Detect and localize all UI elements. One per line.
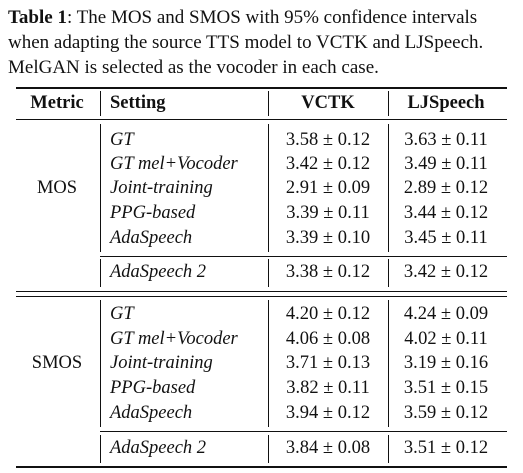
- column-rule: [268, 91, 269, 116]
- rule: [100, 431, 507, 432]
- score-cell: 3.45 ± 0.11: [404, 228, 488, 248]
- score-cell: 3.39 ± 0.11: [286, 203, 370, 223]
- score-cell: 3.94 ± 0.12: [285, 403, 371, 423]
- setting-cell: PPG-based: [110, 378, 196, 398]
- score-cell: 3.51 ± 0.12: [403, 438, 489, 458]
- score-cell: 3.84 ± 0.08: [285, 438, 371, 458]
- setting-cell: AdaSpeech: [110, 403, 193, 423]
- score-cell: 2.89 ± 0.12: [403, 178, 489, 198]
- column-rule: [268, 259, 269, 287]
- rule: [100, 256, 507, 257]
- column-rule: [100, 300, 101, 427]
- score-cell: 4.06 ± 0.08: [285, 329, 371, 349]
- score-cell: 3.71 ± 0.13: [285, 353, 371, 373]
- column-rule: [388, 300, 389, 427]
- metric-label: SMOS: [31, 353, 83, 373]
- column-rule: [100, 259, 101, 287]
- score-cell: 3.63 ± 0.11: [404, 130, 488, 150]
- header-cell: VCTK: [301, 93, 355, 113]
- setting-cell: AdaSpeech 2: [110, 438, 207, 458]
- column-rule: [388, 91, 389, 116]
- setting-cell: AdaSpeech: [110, 228, 193, 248]
- column-rule: [268, 124, 269, 252]
- column-rule: [100, 124, 101, 252]
- score-cell: 3.58 ± 0.12: [285, 130, 371, 150]
- caption-line: when adapting the source TTS model to VC…: [8, 32, 484, 53]
- metric-label: MOS: [36, 178, 78, 198]
- header-cell: LJSpeech: [407, 93, 485, 113]
- score-cell: 2.91 ± 0.09: [285, 178, 371, 198]
- column-rule: [100, 91, 101, 116]
- score-cell: 3.44 ± 0.12: [403, 203, 489, 223]
- column-rule: [388, 435, 389, 463]
- setting-cell: Joint-training: [110, 353, 213, 373]
- rule: [16, 466, 507, 468]
- score-cell: 3.82 ± 0.11: [286, 378, 370, 398]
- score-cell: 3.51 ± 0.15: [403, 378, 489, 398]
- setting-cell: AdaSpeech 2: [110, 262, 207, 282]
- column-rule: [388, 124, 389, 252]
- score-cell: 3.38 ± 0.12: [285, 262, 371, 282]
- column-rule: [100, 435, 101, 463]
- score-cell: 4.20 ± 0.12: [285, 304, 371, 324]
- caption-label: Table 1: [8, 7, 67, 28]
- caption-line: MelGAN is selected as the vocoder in eac…: [8, 57, 379, 78]
- rule: [16, 291, 507, 292]
- setting-cell: PPG-based: [110, 203, 196, 223]
- score-cell: 4.24 ± 0.09: [403, 304, 489, 324]
- caption-line: Table 1: The MOS and SMOS with 95% confi…: [8, 6, 477, 30]
- setting-cell: GT mel+Vocoder: [110, 329, 238, 349]
- rule: [16, 119, 507, 120]
- score-cell: 3.42 ± 0.12: [403, 262, 489, 282]
- column-rule: [268, 300, 269, 427]
- score-cell: 3.59 ± 0.12: [403, 403, 489, 423]
- rule: [16, 87, 507, 89]
- score-cell: 3.19 ± 0.16: [403, 353, 489, 373]
- score-cell: 3.39 ± 0.10: [285, 228, 371, 248]
- column-rule: [268, 435, 269, 463]
- header-cell: Metric: [30, 93, 84, 113]
- score-cell: 4.02 ± 0.11: [404, 329, 488, 349]
- setting-cell: GT: [110, 130, 134, 150]
- rule: [16, 296, 507, 297]
- column-rule: [388, 259, 389, 287]
- score-cell: 3.42 ± 0.12: [285, 154, 371, 174]
- setting-cell: GT: [110, 304, 134, 324]
- caption-text: : The MOS and SMOS with 95% confidence i…: [66, 7, 478, 28]
- score-cell: 3.49 ± 0.11: [404, 154, 488, 174]
- setting-cell: Joint-training: [110, 178, 213, 198]
- header-cell: Setting: [110, 93, 166, 113]
- setting-cell: GT mel+Vocoder: [110, 154, 238, 174]
